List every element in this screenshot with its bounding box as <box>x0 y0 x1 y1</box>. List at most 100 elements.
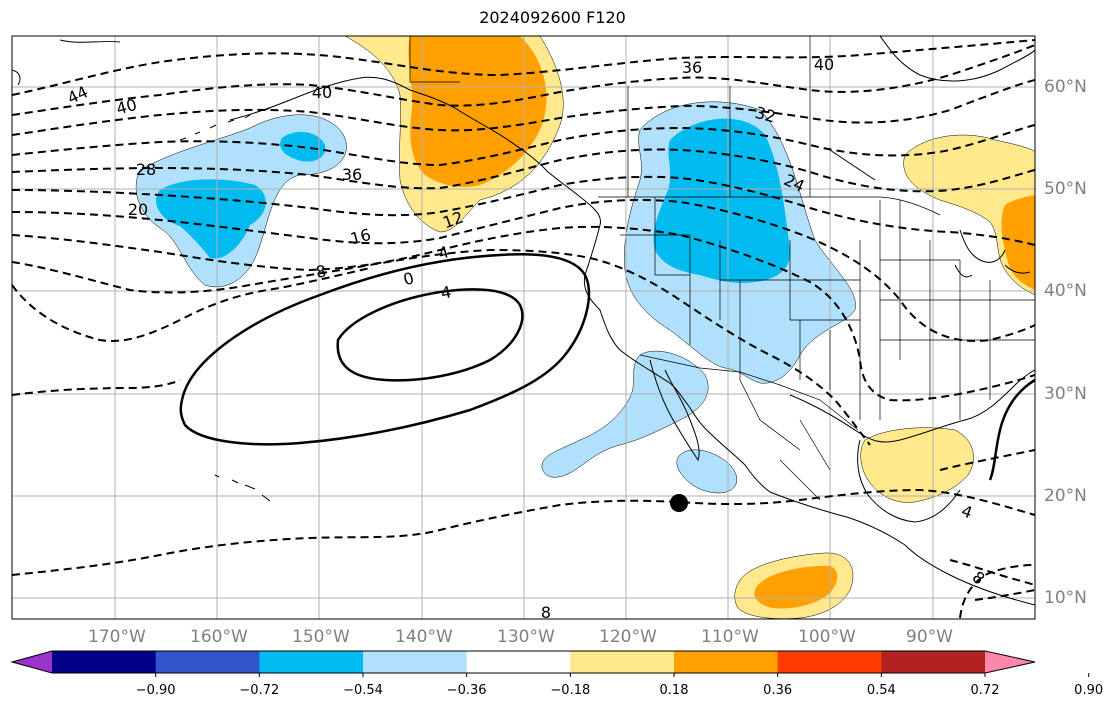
canada-province-lines <box>627 36 811 197</box>
alaska-canada-border <box>409 36 460 83</box>
contours <box>12 39 1035 619</box>
lon-label-170w: 170°W <box>88 627 146 647</box>
colorbar-segment <box>674 651 779 673</box>
aleutian-west-negative-dark <box>156 179 266 259</box>
lon-label-120w: 120°W <box>599 627 657 647</box>
contour-dashed-north-3 <box>12 79 1035 136</box>
lon-label-100w: 100°W <box>798 627 856 647</box>
contour-label: 4 <box>436 242 451 263</box>
contour-dashed-mid-4 <box>12 248 871 446</box>
great-lakes-outline <box>954 229 1031 278</box>
hudson-bay-coast <box>829 36 1035 181</box>
contour-solid-outer <box>179 253 591 446</box>
coastlines <box>12 36 1035 606</box>
colorbar-segment <box>777 651 882 673</box>
colorbar-tick-label: 0.90 <box>1074 683 1104 698</box>
contour-label: 8 <box>541 603 551 622</box>
us-mexico-border <box>639 354 859 431</box>
gridlines <box>12 36 1035 619</box>
contour-dashed-mid-1 <box>12 175 1035 246</box>
colorbar-segment <box>52 651 157 673</box>
contour-label: 8 <box>314 261 327 281</box>
colorbar-segments <box>12 651 1035 673</box>
colorbar <box>10 650 1090 677</box>
colorbar-tick-label: −0.90 <box>135 683 176 698</box>
political-borders <box>409 36 1035 501</box>
colorbar-tick-label: −0.54 <box>343 683 383 698</box>
contour-dashed-north-2 <box>12 44 1035 116</box>
contour-label: 28 <box>136 160 156 179</box>
lat-label-10n: 10°N <box>1044 588 1087 608</box>
contour-solid-right <box>988 378 1035 481</box>
baja-peninsula <box>649 359 700 462</box>
contour-dashed-mid-3 <box>12 225 1035 402</box>
gulf-coast <box>789 369 1035 523</box>
gulf-alaska-positive-dark <box>408 36 547 187</box>
baja-negative-light <box>541 350 709 478</box>
colorbar-tickmarks <box>155 673 1090 677</box>
aleutian-islands <box>179 107 271 141</box>
colorbar-outline <box>10 650 1036 674</box>
contour-dashed-gulf <box>939 449 1035 471</box>
anomaly-shading <box>135 36 1035 619</box>
storm-position-marker <box>670 494 688 512</box>
map-title: 2024092600 F120 <box>479 8 626 27</box>
colorbar-extend-high <box>985 651 1035 673</box>
contour-dashed-north-5 <box>12 148 1035 193</box>
colorbar-tick-label: −0.36 <box>446 683 487 698</box>
canada-us-west-coastline <box>583 224 1035 606</box>
contour-label: 4 <box>439 282 452 302</box>
contour-label: 0 <box>401 268 416 289</box>
contour-dashed-south-3 <box>12 488 1035 576</box>
lat-label-20n: 20°N <box>1044 486 1087 506</box>
lon-label-140w: 140°W <box>395 627 453 647</box>
lat-label-30n: 30°N <box>1044 384 1087 404</box>
contour-dashed-bottom-right <box>959 564 1035 619</box>
contour-dashed-south-1 <box>12 267 371 342</box>
us-state-lines-west <box>620 197 881 420</box>
contour-label: 40 <box>312 83 332 102</box>
contour-dashed-mid-2 <box>12 199 1035 342</box>
colorbar-segment <box>570 651 675 673</box>
baja-small-negative-light <box>676 449 738 494</box>
map-frame <box>11 35 1036 620</box>
mexico-state-lines <box>739 379 831 501</box>
lon-label-90w: 90°W <box>906 627 953 647</box>
colorbar-tick-label: 0.54 <box>866 683 896 698</box>
contour-solid-inner <box>336 288 524 382</box>
lat-label-50n: 50°N <box>1044 179 1087 199</box>
colorbar-tick-label: 0.18 <box>659 683 689 698</box>
contour-label: 16 <box>348 225 373 249</box>
contour-label: 36 <box>682 58 702 77</box>
contour-dashed-south-4 <box>949 559 1035 601</box>
alaska-coastline <box>12 39 601 226</box>
contour-label: 36 <box>342 165 362 184</box>
contour-label: 32 <box>753 103 778 127</box>
interior-west-negative-dark <box>653 118 791 283</box>
colorbar-tick-label: −0.18 <box>550 683 591 698</box>
contour-dashed-north-4 <box>12 124 1035 167</box>
colorbar-segment <box>881 651 986 673</box>
contour-label: 20 <box>128 200 148 219</box>
colorbar-segment <box>363 651 468 673</box>
colorbar-extend-low <box>12 651 52 673</box>
colorbar-segment <box>466 651 571 673</box>
us-canada-border <box>598 196 941 216</box>
colorbar-segment <box>259 651 364 673</box>
colorbar-tick-label: 0.36 <box>763 683 793 698</box>
contour-dashed-south-2 <box>12 379 181 396</box>
lon-label-130w: 130°W <box>497 627 555 647</box>
hawaii-islands <box>214 474 271 502</box>
lon-label-150w: 150°W <box>292 627 350 647</box>
lat-label-40n: 40°N <box>1044 281 1087 301</box>
great-lakes-positive-dark <box>1001 195 1035 290</box>
lat-label-60n: 60°N <box>1044 77 1087 97</box>
lon-label-110w: 110°W <box>701 627 759 647</box>
contour-label: 40 <box>114 95 139 119</box>
colorbar-tick-label: 0.72 <box>970 683 1000 698</box>
lon-label-160w: 160°W <box>190 627 248 647</box>
colorbar-tick-label: −0.72 <box>239 683 280 698</box>
contour-label: 40 <box>814 55 834 74</box>
map-content: 44 40 40 36 36 40 32 28 24 20 16 12 8 4 … <box>12 36 1035 622</box>
